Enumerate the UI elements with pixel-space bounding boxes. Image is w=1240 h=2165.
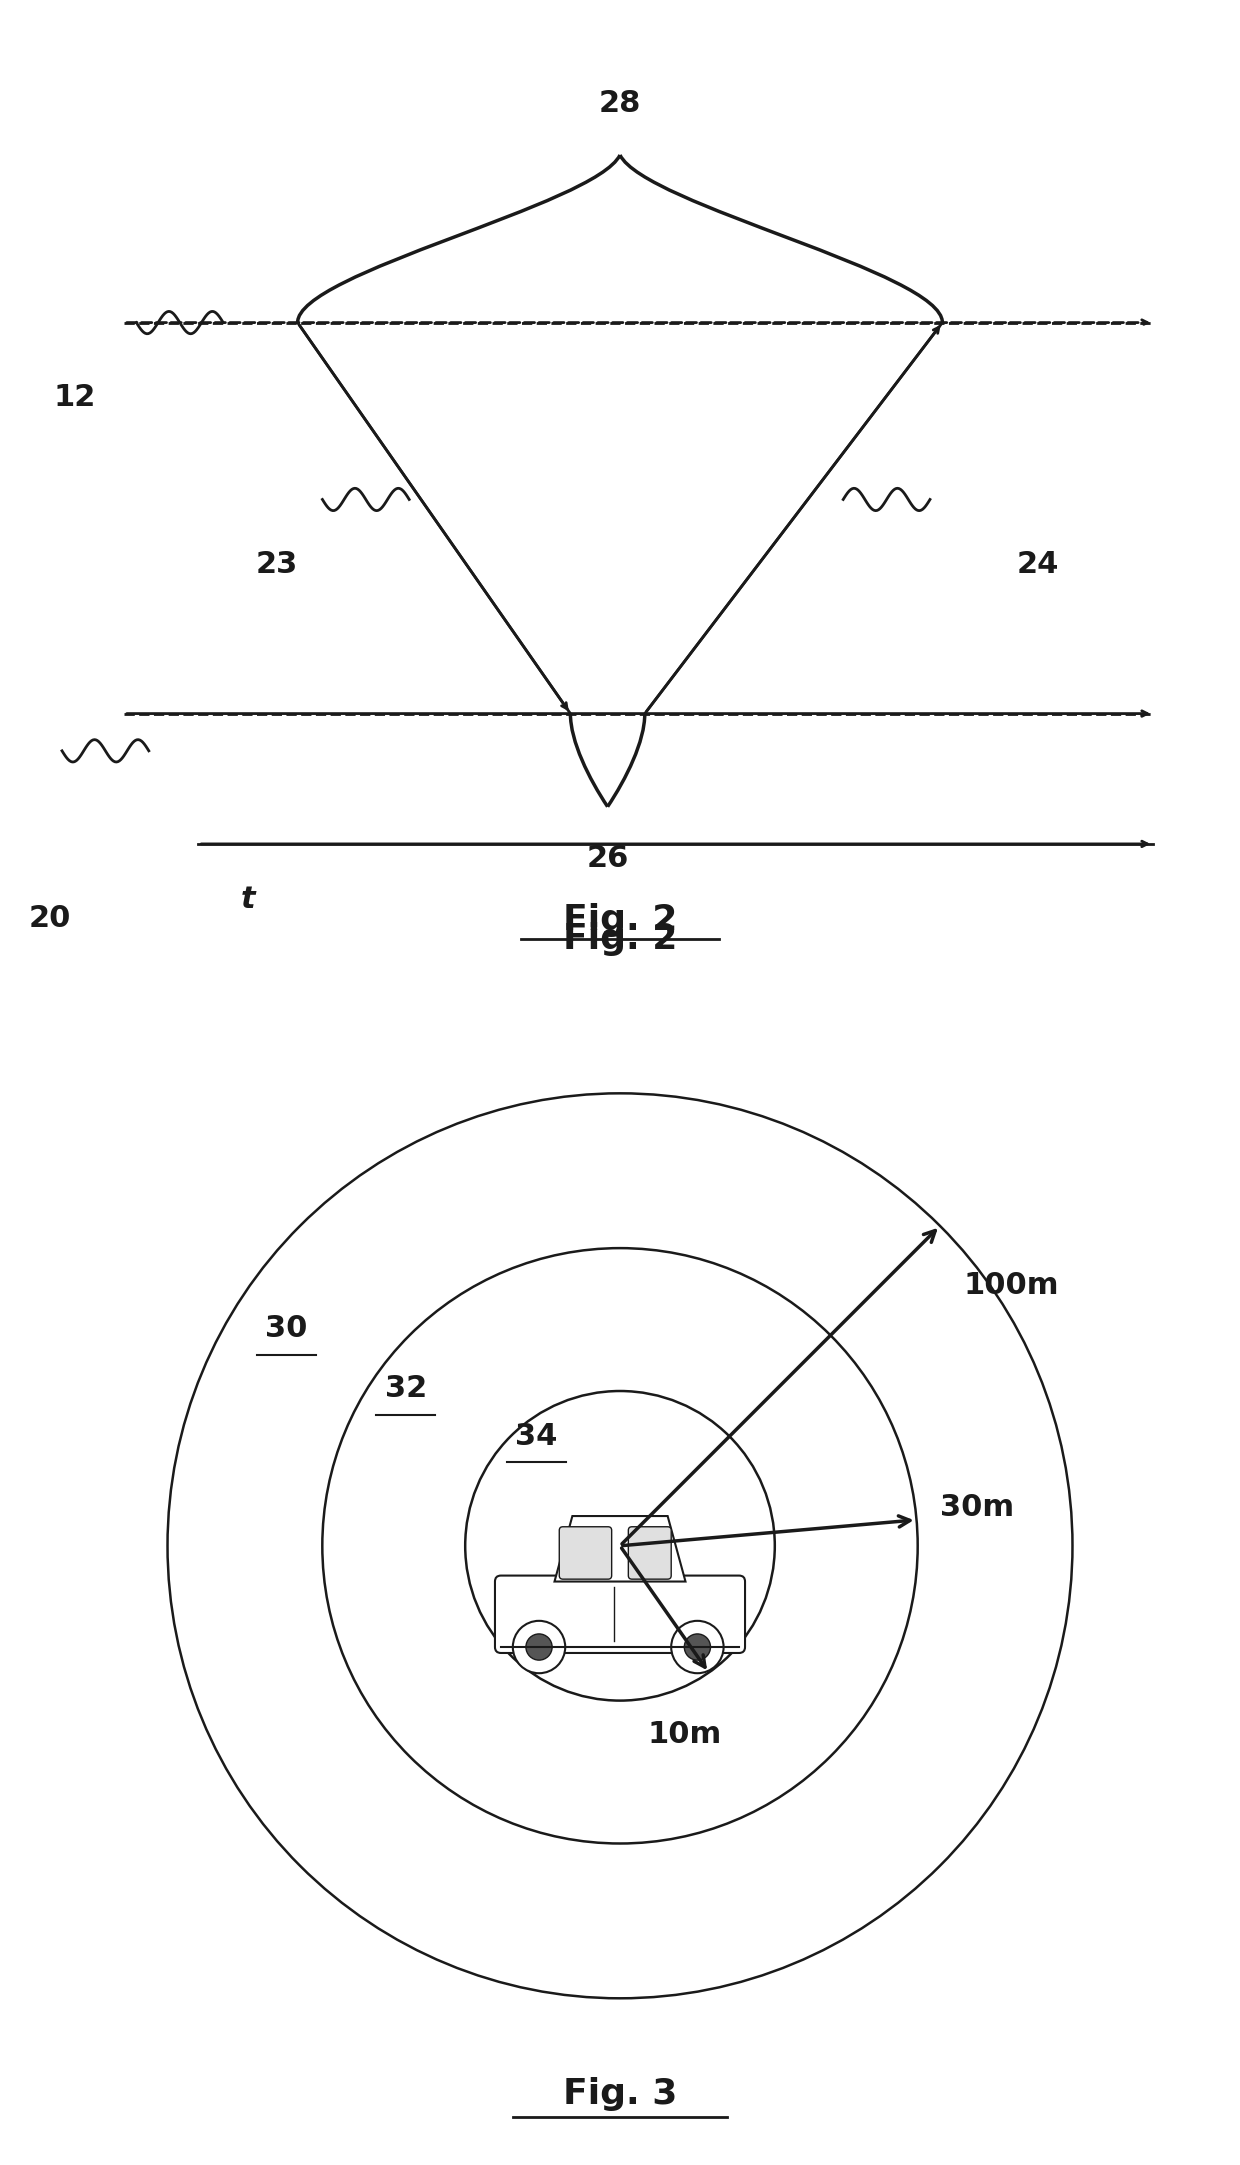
Text: 100m: 100m (963, 1271, 1059, 1299)
Text: 28: 28 (599, 89, 641, 117)
Circle shape (684, 1635, 711, 1661)
Text: Fig. 3: Fig. 3 (563, 2076, 677, 2111)
FancyBboxPatch shape (559, 1526, 611, 1578)
Text: 23: 23 (255, 550, 298, 578)
Text: Fig. 2: Fig. 2 (563, 922, 677, 955)
Text: Fig. 2: Fig. 2 (563, 903, 677, 937)
Text: 20: 20 (29, 905, 71, 933)
Text: 26: 26 (587, 844, 629, 872)
Polygon shape (554, 1516, 686, 1580)
Circle shape (513, 1622, 565, 1674)
Text: 30m: 30m (940, 1494, 1014, 1522)
FancyBboxPatch shape (629, 1526, 671, 1578)
Text: 34: 34 (516, 1422, 558, 1451)
Circle shape (671, 1622, 724, 1674)
Text: 10m: 10m (647, 1721, 722, 1749)
Text: 24: 24 (1017, 550, 1059, 578)
Text: 30: 30 (265, 1314, 308, 1342)
Text: 12: 12 (53, 383, 95, 411)
FancyBboxPatch shape (495, 1576, 745, 1654)
Text: 32: 32 (384, 1375, 427, 1403)
Text: t: t (241, 885, 255, 914)
Circle shape (526, 1635, 552, 1661)
